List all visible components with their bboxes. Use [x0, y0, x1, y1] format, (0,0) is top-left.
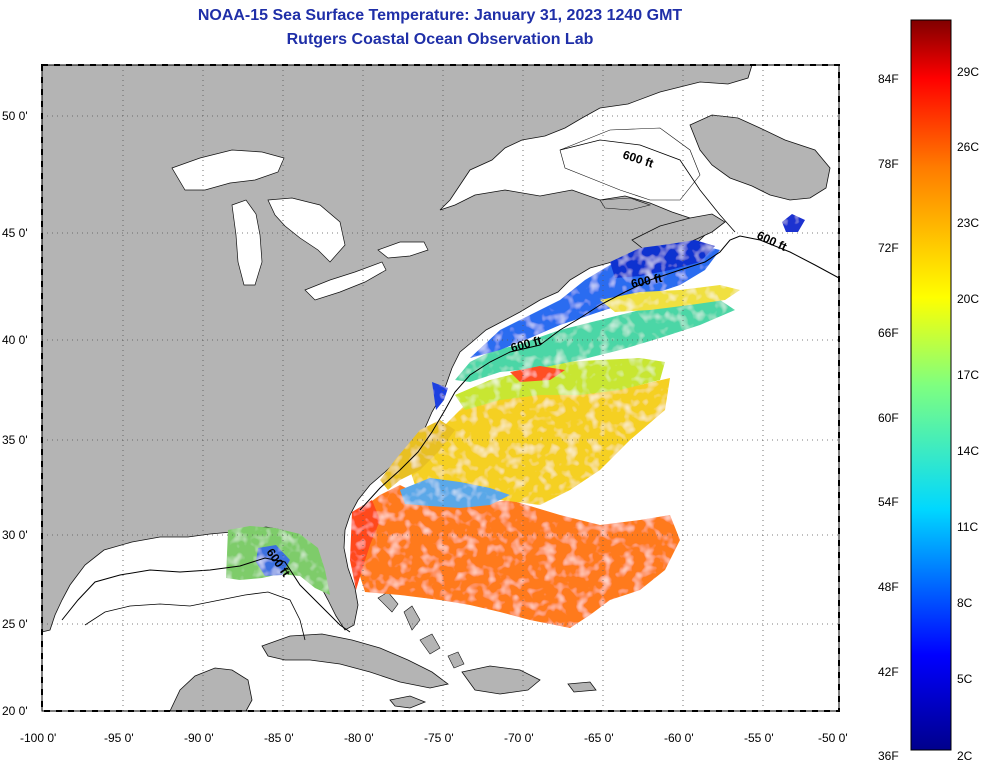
sst-swath-red-spot — [510, 366, 565, 382]
lon-label: -80 0' — [344, 731, 374, 745]
colorbar-f-label: 78F — [878, 157, 899, 171]
lon-label: -70 0' — [504, 731, 534, 745]
map-frame-dashes — [41, 64, 840, 712]
colorbar-c-label: 20C — [957, 292, 979, 306]
lake-ontario — [377, 241, 429, 259]
colorbar-c-label: 2C — [957, 749, 973, 763]
sst-swath-cape-hatteras-cold — [432, 382, 448, 410]
colorbar-fahrenheit-labels: 84F 78F 72F 66F 60F 54F 48F 42F 36F — [878, 72, 899, 763]
isobath-canada — [559, 139, 736, 233]
colorbar-f-label: 42F — [878, 665, 899, 679]
lat-label: 40 0' — [2, 333, 28, 347]
sst-swath-se-coast — [380, 420, 455, 490]
map-subtitle: Rutgers Coastal Ocean Observation Lab — [286, 31, 594, 48]
sst-swath-gulf-stream — [356, 485, 680, 628]
colorbar-c-label: 23C — [957, 216, 979, 230]
lat-label: 25 0' — [2, 617, 28, 631]
lon-label: -100 0' — [20, 731, 56, 745]
lat-label: 45 0' — [2, 226, 28, 240]
land-puerto-rico — [567, 681, 597, 693]
colorbar-c-label: 29C — [957, 65, 979, 79]
colorbar-f-label: 54F — [878, 495, 899, 509]
lake-superior — [171, 149, 285, 191]
land-hispaniola — [461, 665, 541, 695]
lat-label: 35 0' — [2, 433, 28, 447]
sst-swath-gulf-of-maine — [470, 245, 720, 358]
colorbar-f-label: 60F — [878, 411, 899, 425]
lon-label: -75 0' — [424, 731, 454, 745]
sst-swath-nova-scotia — [610, 240, 715, 278]
lat-labels: 50 0' 45 0' 40 0' 35 0' 30 0' 25 0' 20 0… — [2, 109, 28, 718]
lon-labels: -100 0' -95 0' -90 0' -85 0' -80 0' -75 … — [20, 731, 848, 745]
colorbar-f-label: 36F — [878, 749, 899, 763]
lon-label: -65 0' — [584, 731, 614, 745]
sst-swath-fl-east — [350, 500, 380, 590]
colorbar-f-label: 48F — [878, 580, 899, 594]
sst-swath-midatlantic — [455, 300, 735, 382]
colorbar-c-label: 14C — [957, 444, 979, 458]
colorbar-f-label: 84F — [878, 72, 899, 86]
lon-label: -50 0' — [818, 731, 848, 745]
sst-swath-sargasso — [410, 378, 670, 505]
lon-label: -85 0' — [264, 731, 294, 745]
land-bahamas — [377, 591, 465, 669]
isobath-600ft — [359, 235, 839, 511]
lake-michigan — [231, 199, 263, 286]
sst-data — [226, 214, 805, 628]
lon-label: -95 0' — [104, 731, 134, 745]
isobath-gulf-inner — [84, 591, 306, 641]
colorbar-f-label: 72F — [878, 241, 899, 255]
temperature-color-bar — [910, 19, 952, 751]
lon-label: -55 0' — [744, 731, 774, 745]
colorbar-c-label: 8C — [957, 596, 973, 610]
land-jamaica — [389, 695, 427, 709]
lat-label: 20 0' — [2, 704, 28, 718]
lon-label: -90 0' — [184, 731, 214, 745]
colorbar-c-label: 11C — [957, 520, 978, 534]
map-area: 600 ft 600 ft 600 ft 600 ft 600 ft — [42, 65, 839, 711]
sst-swath-gulf-blue — [256, 545, 290, 576]
land-newfoundland — [689, 114, 831, 201]
isobath-label: 600 ft — [630, 271, 664, 291]
sst-swath-outer-yellow — [600, 285, 740, 312]
land-cuba — [261, 633, 449, 689]
colorbar-c-label: 5C — [957, 672, 973, 686]
colorbar-c-label: 17C — [957, 368, 979, 382]
lake-erie — [304, 261, 387, 301]
lon-label: -60 0' — [664, 731, 694, 745]
lake-huron — [267, 197, 346, 263]
colorbar-f-label: 66F — [878, 326, 899, 340]
isobath-gulf — [61, 557, 351, 633]
lat-label: 50 0' — [2, 109, 28, 123]
land-yucatan — [169, 667, 253, 711]
lat-label: 30 0' — [2, 528, 28, 542]
map-title: NOAA-15 Sea Surface Temperature: January… — [197, 7, 683, 24]
land-pei — [599, 197, 652, 211]
colorbar-c-label: 26C — [957, 140, 979, 154]
sst-swath-yellow-green — [455, 358, 665, 410]
gulf-st-lawrence — [559, 127, 701, 201]
sst-swath-grand-banks — [782, 214, 805, 232]
colorbar-celsius-labels: 29C 26C 23C 20C 17C 14C 11C 8C 5C 2C — [957, 65, 979, 763]
sst-swath-se-blue — [400, 478, 510, 508]
